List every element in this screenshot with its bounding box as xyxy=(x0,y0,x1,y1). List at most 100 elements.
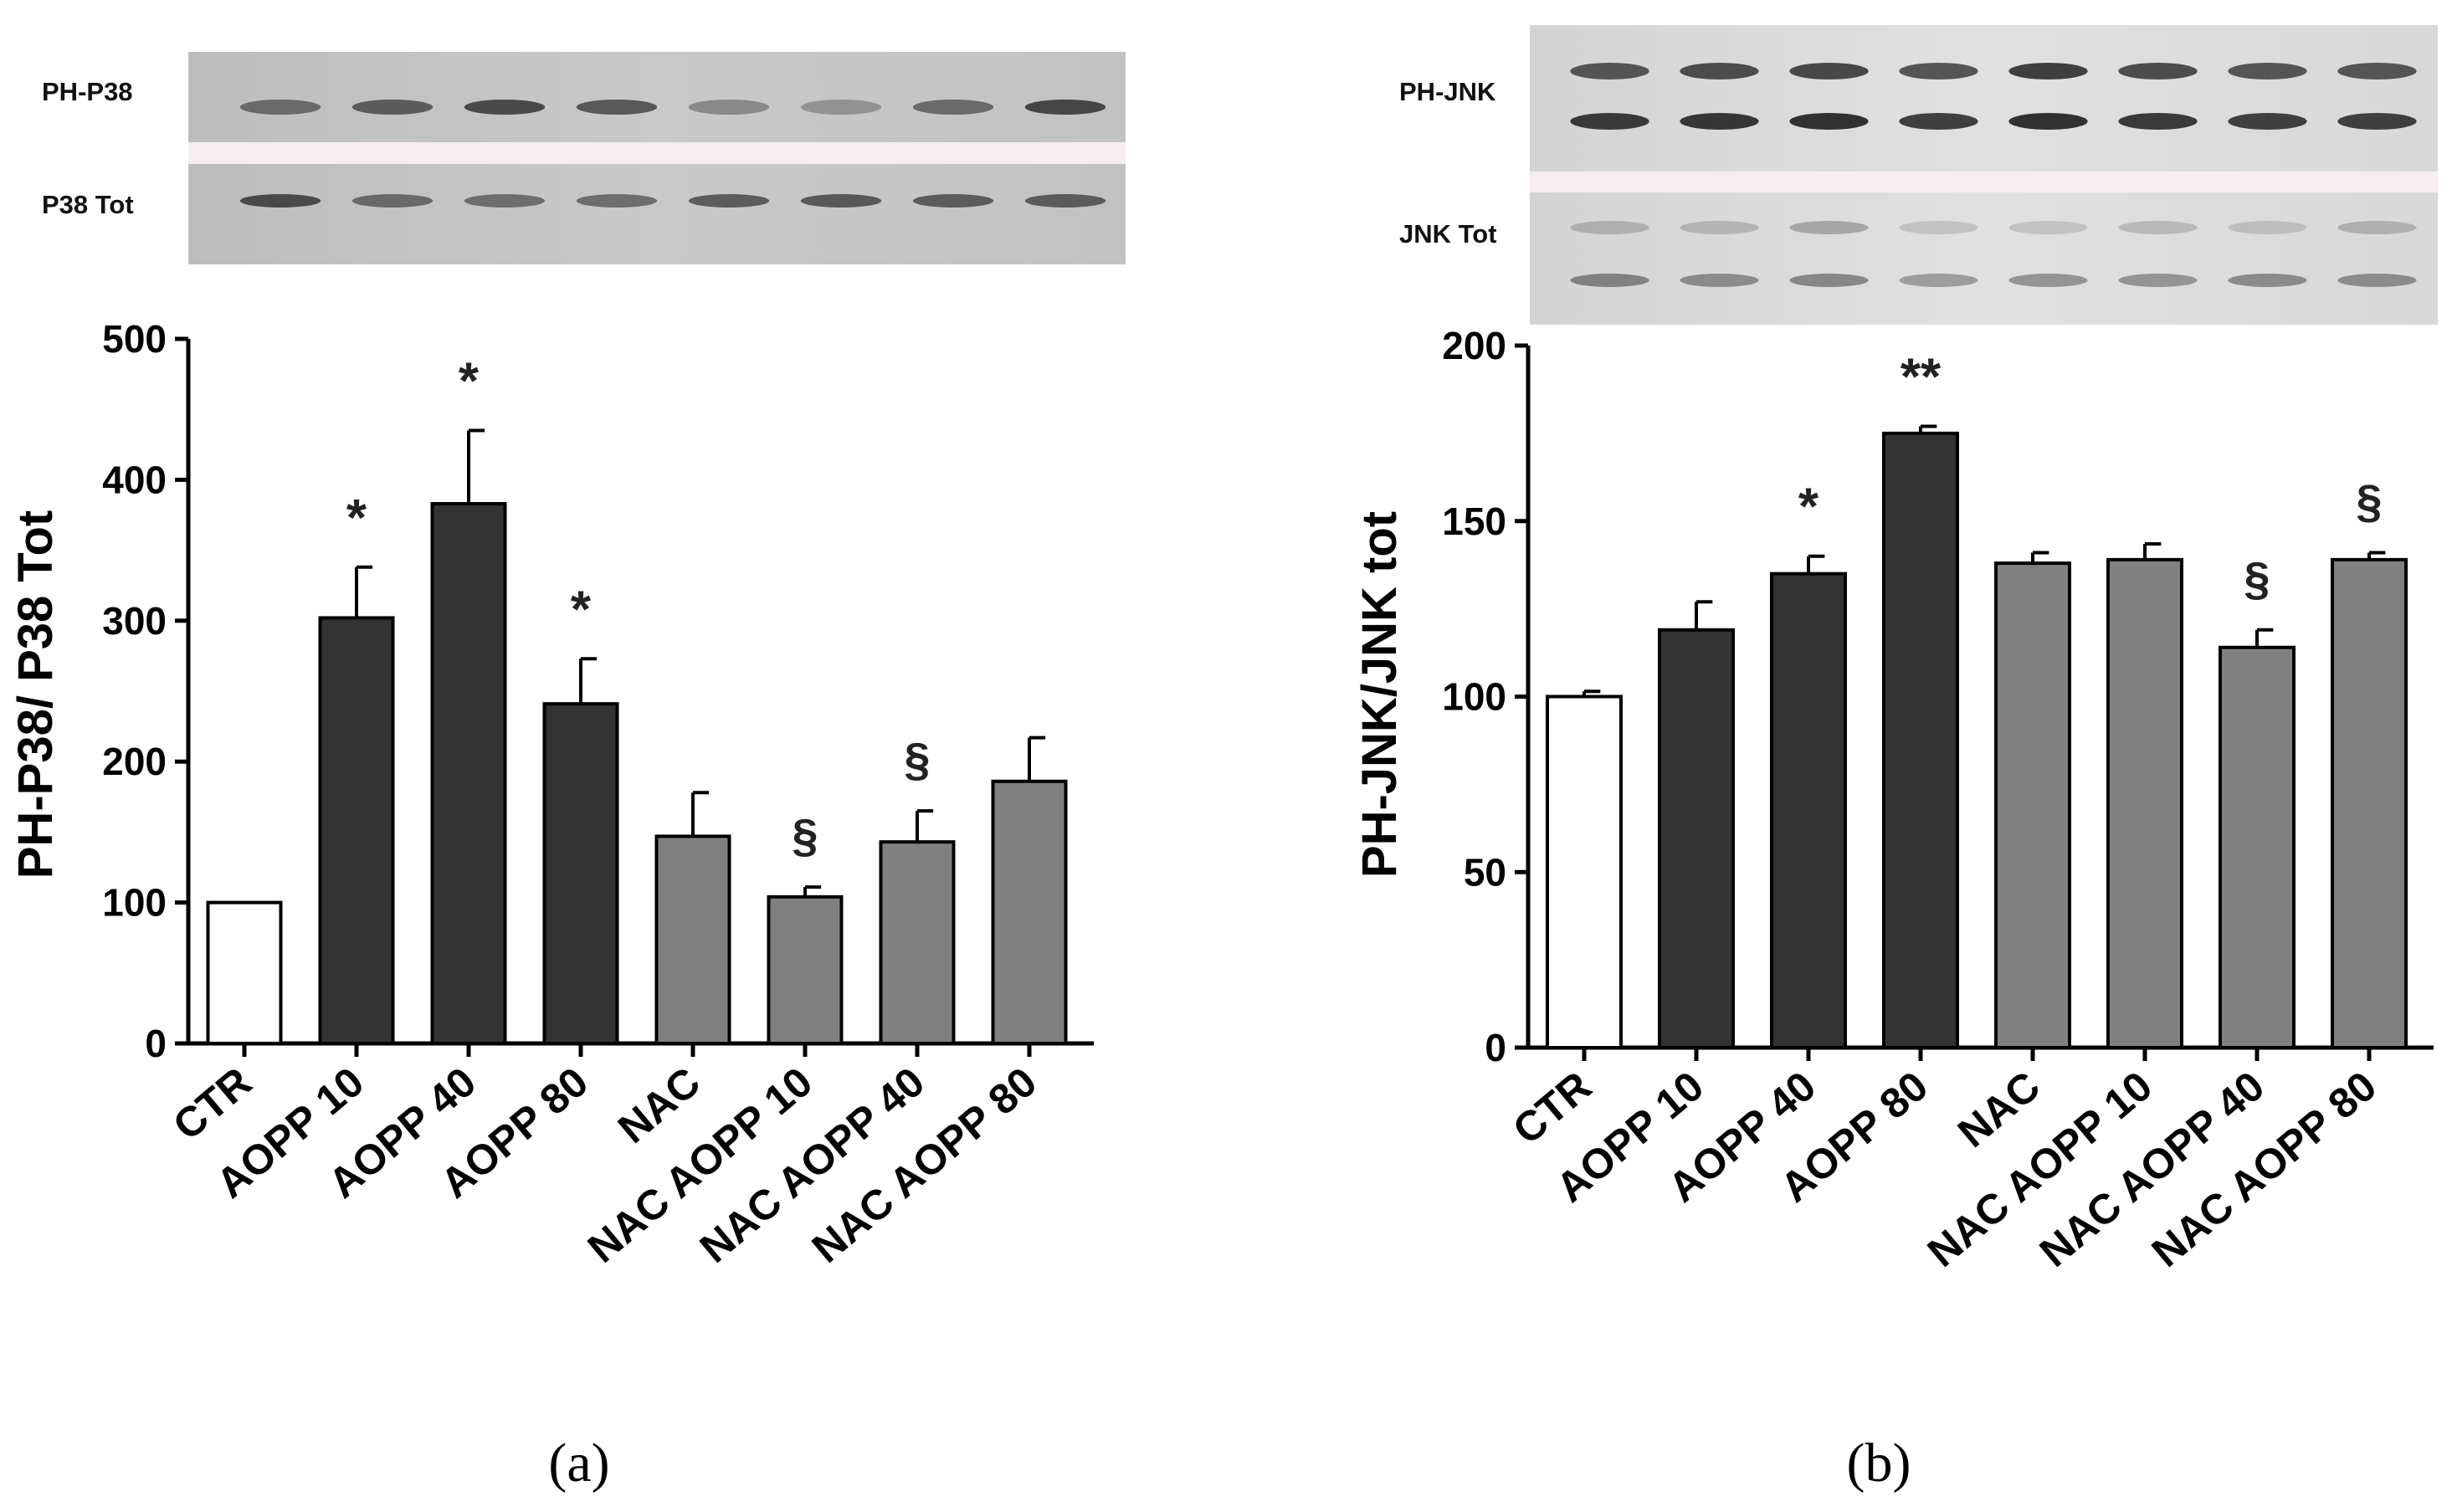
blot-band xyxy=(1570,63,1649,79)
y-tick-label: 0 xyxy=(145,1022,167,1065)
blot-band xyxy=(1680,274,1759,287)
y-tick-label: 100 xyxy=(102,881,167,925)
bar-aopp-80 xyxy=(1882,431,1959,1049)
bar-nac-aopp-80 xyxy=(991,779,1068,1045)
blot-band xyxy=(800,100,882,115)
panel-label-a: (a) xyxy=(548,1433,609,1494)
bar-aopp-10 xyxy=(1658,628,1735,1049)
blot-band xyxy=(1570,221,1649,234)
blot-band xyxy=(2228,113,2307,130)
y-tick-label: 0 xyxy=(1485,1026,1506,1069)
blot-band xyxy=(2337,113,2417,130)
blot-band xyxy=(1570,274,1649,287)
bar-chart-a: PH-P38/ P38 Tot 0100200300400500CTRAOPP … xyxy=(8,317,1094,1272)
significance-marker: § xyxy=(2244,552,2270,605)
bar-nac-aopp-40 xyxy=(2219,645,2296,1050)
x-tick-label: NAC xyxy=(1949,1063,2049,1157)
blot-band xyxy=(1789,221,1869,234)
blot-band xyxy=(2337,63,2417,79)
blot-band xyxy=(912,194,994,208)
blot-band xyxy=(1789,113,1869,130)
blot-band xyxy=(2008,274,2088,287)
blot-label-ph-p38: PH-P38 xyxy=(42,77,133,106)
y-axis-title-b: PH-JNK/JNK tot xyxy=(1352,511,1407,878)
blot-band xyxy=(912,100,994,115)
blot-band xyxy=(1899,113,1978,130)
significance-marker: * xyxy=(571,581,592,638)
x-tick-label: NAC xyxy=(609,1058,709,1153)
blot-band xyxy=(1024,100,1106,115)
blot-band xyxy=(2008,113,2088,130)
blot-band xyxy=(2008,221,2088,234)
significance-marker: § xyxy=(2356,475,2382,528)
bar-nac-aopp-10 xyxy=(2106,557,2183,1049)
blot-band xyxy=(1680,221,1759,234)
blot-band xyxy=(2228,221,2307,234)
significance-marker: * xyxy=(459,352,480,410)
blot-band xyxy=(2118,274,2198,287)
blot-band xyxy=(688,100,770,115)
bar-aopp-80 xyxy=(542,702,619,1045)
bar-nac-aopp-40 xyxy=(879,840,956,1045)
blot-label-ph-jnk: PH-JNK xyxy=(1399,77,1496,106)
blot-band xyxy=(800,194,882,208)
bar-aopp-40 xyxy=(430,502,507,1045)
blot-band xyxy=(2228,63,2307,79)
bar-nac xyxy=(1994,561,2071,1049)
blot-band xyxy=(1899,221,1978,234)
blot-band xyxy=(1899,274,1978,287)
blot-band xyxy=(1789,63,1869,79)
panel-label-b: (b) xyxy=(1847,1433,1911,1494)
blot-band xyxy=(239,194,321,208)
y-tick-label: 100 xyxy=(1442,675,1506,719)
blot-band xyxy=(2228,274,2307,287)
blot-band xyxy=(2118,113,2198,130)
blot-band xyxy=(1789,274,1869,287)
blot-band xyxy=(688,194,770,208)
blot-band xyxy=(464,100,546,115)
y-tick-label: 200 xyxy=(1442,324,1506,367)
bar-nac-aopp-80 xyxy=(2331,557,2408,1049)
bar-aopp-40 xyxy=(1770,571,1847,1049)
bar-nac xyxy=(654,834,731,1046)
x-tick-label: CTR xyxy=(1504,1063,1600,1154)
bar-aopp-10 xyxy=(318,616,395,1045)
y-tick-label: 200 xyxy=(102,740,167,783)
y-tick-label: 400 xyxy=(102,458,167,501)
blot-band xyxy=(2337,274,2417,287)
blot-label-p38-tot: P38 Tot xyxy=(42,190,134,219)
blot-band xyxy=(1899,63,1978,79)
blot-band xyxy=(1024,194,1106,208)
blot-band xyxy=(1680,113,1759,130)
blot-band xyxy=(2337,221,2417,234)
significance-marker: § xyxy=(792,809,818,862)
blot-band xyxy=(239,100,321,115)
blot-label-jnk-tot: JNK Tot xyxy=(1399,219,1497,249)
y-tick-label: 300 xyxy=(102,599,167,643)
bar-ctr xyxy=(206,900,283,1045)
western-blot-b: PH-JNK JNK Tot xyxy=(1399,25,2438,325)
y-tick-label: 500 xyxy=(102,317,167,361)
significance-marker: * xyxy=(1798,479,1819,536)
blot-band xyxy=(2118,221,2198,234)
y-tick-label: 50 xyxy=(1464,850,1506,894)
blot-band xyxy=(576,194,658,208)
bar-nac-aopp-10 xyxy=(767,894,844,1046)
bar-ctr xyxy=(1546,694,1623,1049)
blot-band xyxy=(576,100,658,115)
significance-marker: * xyxy=(346,489,367,547)
blot-band xyxy=(2008,63,2088,79)
x-tick-label: CTR xyxy=(164,1058,260,1150)
western-blot-a: PH-P38 P38 Tot xyxy=(42,52,1126,264)
blot-band xyxy=(464,194,546,208)
blot-band xyxy=(1570,113,1649,130)
significance-marker: § xyxy=(904,733,930,786)
y-axis-title-a: PH-P38/ P38 Tot xyxy=(8,510,63,879)
blot-band xyxy=(351,194,433,208)
blot-band xyxy=(1680,63,1759,79)
significance-marker: ** xyxy=(1901,348,1942,406)
y-tick-label: 150 xyxy=(1442,500,1506,543)
blot-band xyxy=(351,100,433,115)
